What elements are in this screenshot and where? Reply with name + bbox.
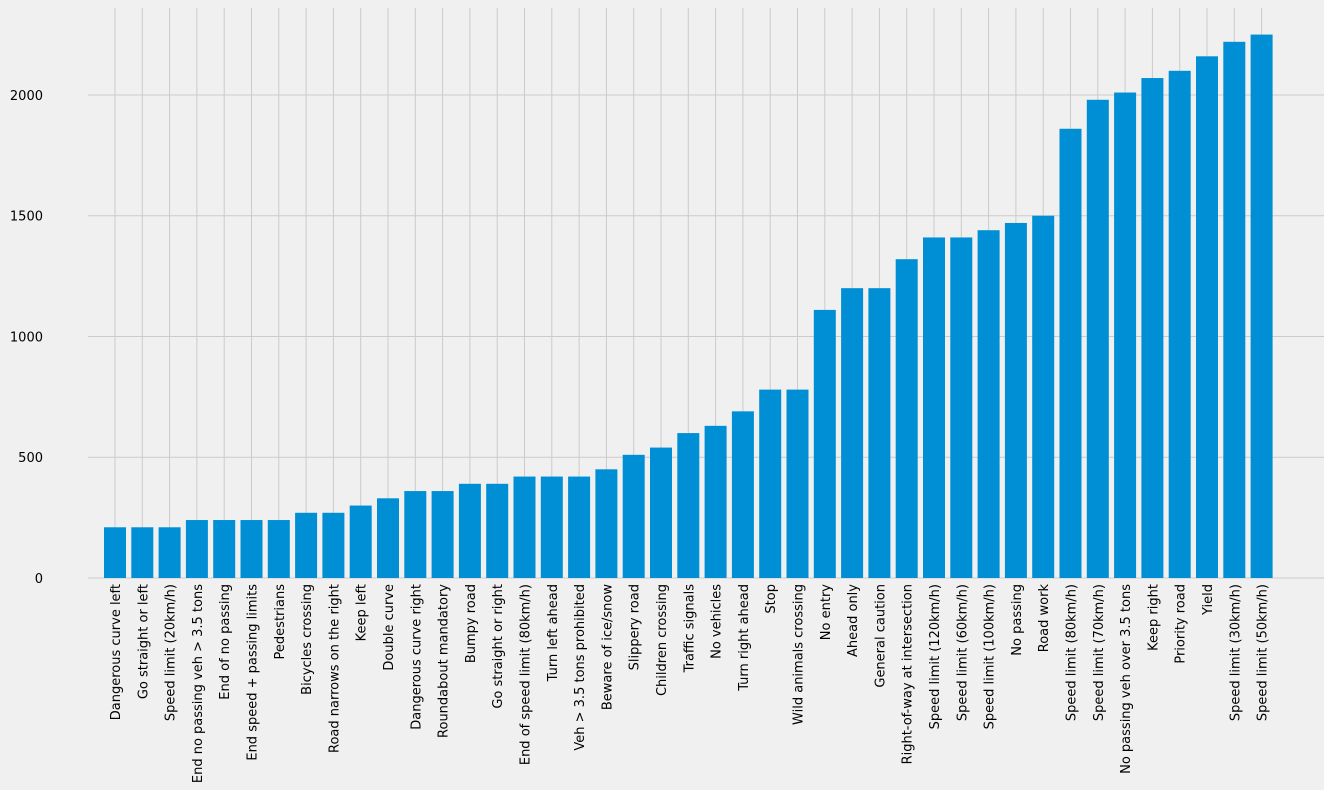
bar: [1196, 56, 1218, 579]
x-tick-label: Wild animals crossing: [792, 584, 807, 725]
bar: [158, 527, 181, 578]
bar: [895, 259, 918, 578]
bar: [841, 288, 864, 578]
x-tick-label: Road work: [1037, 584, 1052, 653]
x-tick-label: Speed limit (120km/h): [928, 584, 943, 729]
x-tick-label: Speed limit (50km/h): [1256, 584, 1271, 721]
bar: [1004, 222, 1027, 578]
x-tick-label: Bicycles crossing: [300, 584, 315, 695]
bar: [349, 505, 372, 578]
y-axis-tick-labels: 0 500 1000 1500 2000: [10, 89, 43, 587]
bar: [1086, 99, 1109, 578]
bar: [1141, 78, 1164, 579]
bar: [295, 512, 318, 578]
x-tick-label: No entry: [819, 584, 834, 640]
bar: [377, 498, 399, 578]
bar: [650, 447, 672, 578]
bar: [513, 476, 536, 578]
bar: [540, 476, 563, 578]
x-tick-label: Speed limit (60km/h): [955, 584, 970, 721]
x-tick-label: Pedestrians: [273, 584, 288, 660]
x-tick-label: Go straight or right: [491, 584, 506, 709]
x-tick-label: Dangerous curve right: [409, 584, 424, 730]
x-tick-label: Speed limit (80km/h): [1065, 584, 1080, 721]
bar: [185, 520, 208, 578]
bar: [213, 520, 236, 578]
x-tick-label: Beware of ice/snow: [600, 584, 615, 710]
y-tick-label: 500: [18, 451, 43, 466]
bar: [786, 389, 809, 578]
bar: [267, 520, 290, 578]
x-tick-label: Go straight or left: [136, 584, 151, 699]
x-tick-label: Speed limit (30km/h): [1228, 584, 1243, 721]
x-tick-label: Ahead only: [846, 584, 861, 657]
x-tick-label: Turn left ahead: [546, 584, 561, 682]
x-tick-label: End no passing veh > 3.5 tons: [191, 584, 206, 783]
x-tick-label: Speed limit (20km/h): [164, 584, 179, 721]
x-tick-label: Children crossing: [655, 584, 670, 696]
bar: [759, 389, 782, 578]
x-tick-label: End speed + passing limits: [246, 584, 261, 761]
x-tick-label: Veh > 3.5 tons prohibited: [573, 584, 588, 751]
bar: [813, 309, 836, 578]
bar: [131, 527, 154, 578]
x-tick-label: Keep left: [355, 584, 370, 641]
bar: [1223, 41, 1246, 579]
bar: [923, 237, 945, 578]
x-tick-label: Speed limit (70km/h): [1092, 584, 1107, 721]
x-tick-label: Dangerous curve left: [109, 584, 124, 720]
x-tick-label: Roundabout mandatory: [437, 584, 452, 738]
x-tick-label: Right-of-way at intersection: [901, 584, 916, 764]
x-tick-label: Traffic signals: [682, 584, 697, 674]
x-tick-label: Keep right: [1146, 584, 1161, 651]
x-tick-label: Stop: [764, 584, 779, 614]
bar: [677, 433, 700, 578]
bar: [977, 230, 1000, 579]
x-tick-label: Road narrows on the right: [327, 584, 342, 753]
y-tick-label: 0: [35, 572, 43, 587]
x-tick-label: Bumpy road: [464, 584, 479, 663]
y-tick-label: 1000: [10, 330, 43, 345]
bar: [868, 288, 891, 578]
x-tick-label: General caution: [873, 584, 888, 688]
x-tick-label: End of speed limit (80km/h): [519, 584, 534, 765]
bar: [568, 476, 591, 578]
bar: [622, 454, 645, 578]
bar: [322, 512, 345, 578]
bar: [240, 520, 263, 578]
x-tick-label: Priority road: [1174, 584, 1189, 664]
x-tick-label: Speed limit (100km/h): [983, 584, 998, 729]
x-tick-label: Yield: [1201, 584, 1216, 616]
y-tick-label: 1500: [10, 210, 43, 225]
bar: [1059, 128, 1082, 579]
bar: [486, 483, 509, 578]
bar: [1114, 92, 1137, 578]
x-tick-label: Slippery road: [628, 584, 643, 670]
x-tick-label: End of no passing: [218, 584, 233, 700]
bar: [1250, 34, 1273, 578]
bar: [431, 491, 454, 578]
bar: [404, 491, 427, 578]
bar: [1168, 70, 1191, 579]
y-tick-label: 2000: [10, 89, 43, 104]
x-axis-tick-labels: Dangerous curve left Go straight or left S…: [109, 584, 1271, 784]
bar: [1032, 215, 1055, 579]
x-tick-label: Turn right ahead: [737, 584, 752, 692]
x-tick-label: No vehicles: [710, 584, 725, 659]
bar: [950, 237, 973, 578]
bar: [104, 527, 126, 578]
bar: [704, 425, 727, 578]
bars: [104, 34, 1273, 579]
x-tick-label: No passing veh over 3.5 tons: [1119, 584, 1134, 774]
x-tick-label: Double curve: [382, 584, 397, 671]
x-tick-label: No passing: [1010, 584, 1025, 656]
bar: [458, 483, 481, 578]
bar: [731, 411, 754, 578]
bar: [595, 469, 618, 578]
